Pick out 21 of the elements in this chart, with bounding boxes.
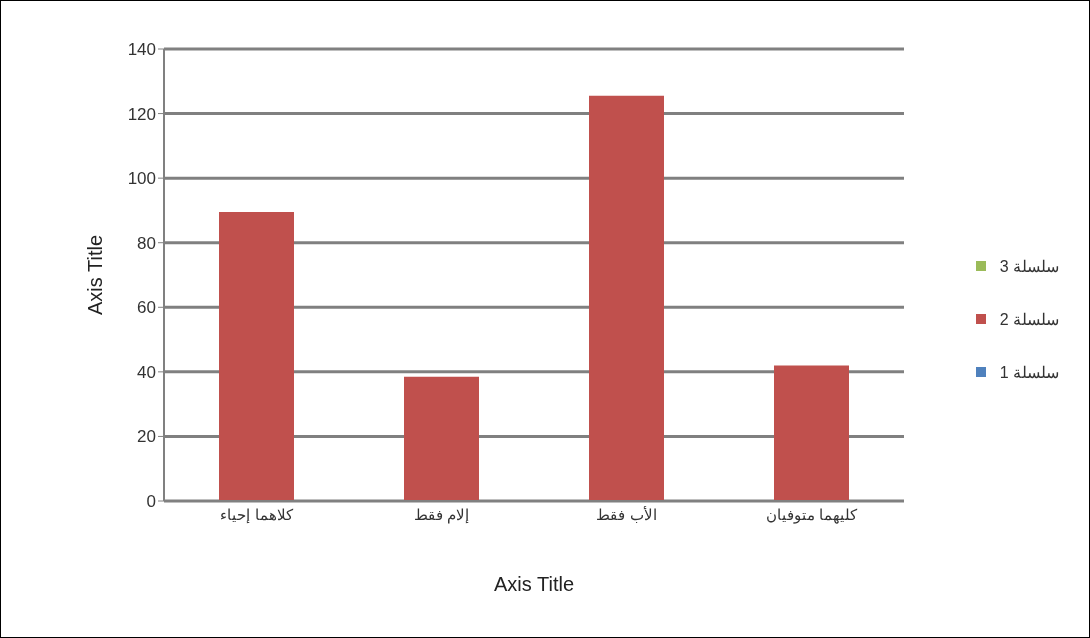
legend-label: سلسلة 2 (999, 309, 1059, 329)
x-axis-title: Axis Title (493, 573, 575, 595)
bar (404, 376, 479, 501)
x-tick-label: الأب فقط (596, 505, 657, 523)
y-tick-label: 60 (137, 298, 156, 318)
x-tick-label: كليهما متوفيان (765, 505, 859, 524)
y-tick-label: 120 (127, 104, 156, 124)
x-tick-label: إلام فقط (413, 505, 470, 524)
y-tick-label: 40 (137, 362, 156, 382)
legend-label: سلسلة 1 (999, 362, 1059, 382)
bar (774, 365, 849, 501)
x-tick-label: كلاهما إحياء (220, 505, 294, 524)
y-tick-label: 20 (137, 427, 156, 447)
legend-label: سلسلة 3 (999, 256, 1059, 276)
y-axis-title: Axis Title (84, 234, 107, 316)
y-tick-label: 100 (127, 169, 156, 189)
bar (589, 95, 664, 501)
bar (219, 212, 294, 501)
y-tick-label: 80 (137, 233, 156, 253)
y-tick-label: 140 (127, 40, 156, 60)
y-tick-label: 0 (146, 492, 156, 512)
